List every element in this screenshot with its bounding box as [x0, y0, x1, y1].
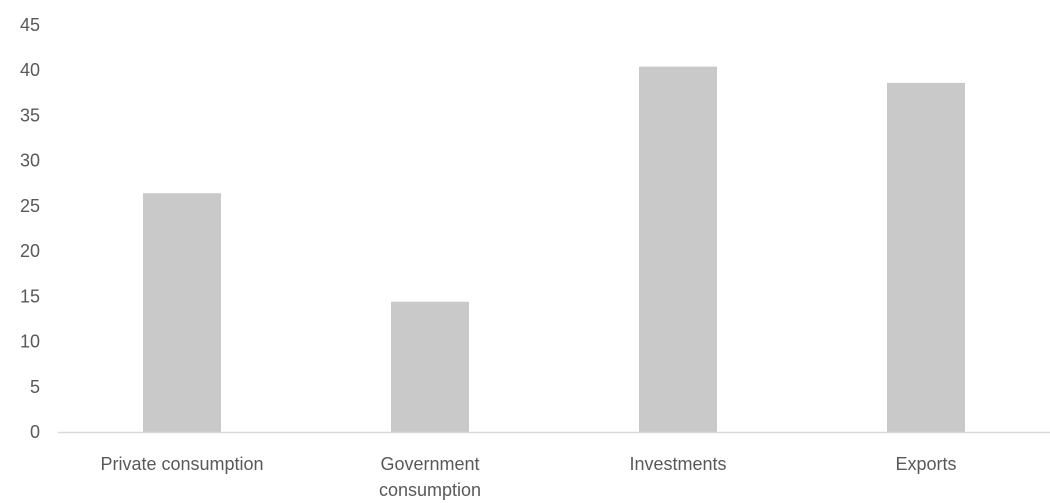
bar	[143, 193, 221, 432]
bar	[887, 82, 965, 432]
y-tick-label: 20	[20, 241, 40, 261]
x-category-label: Investments	[629, 454, 726, 474]
y-tick-label: 15	[20, 286, 40, 306]
bar	[639, 66, 717, 433]
bar	[391, 301, 469, 432]
bars	[143, 66, 965, 433]
y-axis-tick-labels: 0 5 10 15 20 25 30 35 40 45	[20, 15, 40, 442]
x-category-label-line: Exports	[895, 454, 956, 474]
x-category-label-line: Investments	[629, 454, 726, 474]
y-tick-label: 30	[20, 151, 40, 171]
x-axis-category-labels: Private consumption Government consumption…	[100, 454, 956, 500]
x-category-label: Government consumption	[379, 454, 481, 500]
x-category-label-line: Government	[380, 454, 479, 474]
y-tick-label: 35	[20, 105, 40, 125]
y-tick-label: 45	[20, 15, 40, 35]
y-tick-label: 0	[30, 422, 40, 442]
x-category-label-line: consumption	[379, 480, 481, 500]
y-tick-label: 5	[30, 377, 40, 397]
x-category-label: Exports	[895, 454, 956, 474]
y-tick-label: 10	[20, 332, 40, 352]
y-tick-label: 40	[20, 60, 40, 80]
x-category-label: Private consumption	[100, 454, 263, 474]
x-category-label-line: Private consumption	[100, 454, 263, 474]
y-tick-label: 25	[20, 196, 40, 216]
